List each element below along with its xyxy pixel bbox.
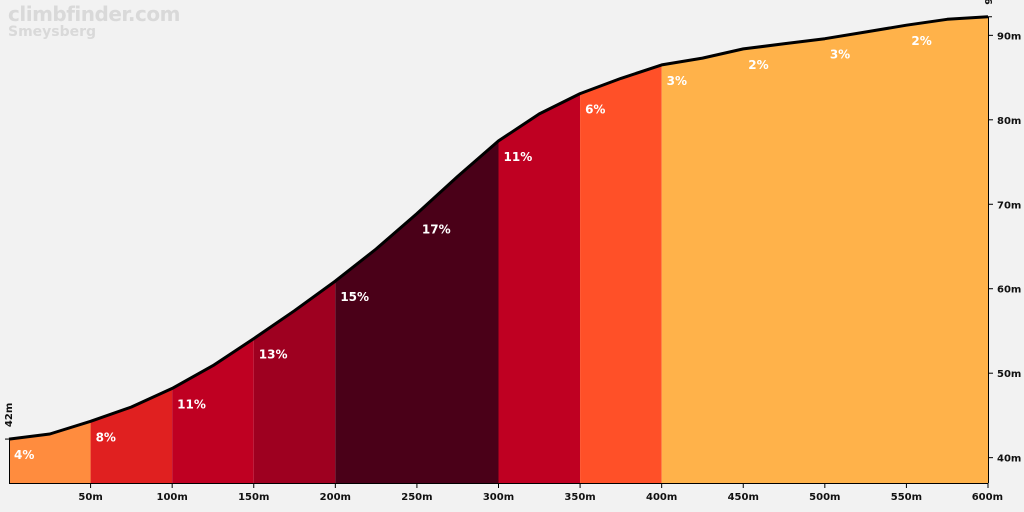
x-tick-5: 300m — [483, 483, 514, 503]
grade-label-3: 13% — [259, 348, 288, 362]
profile-line — [8, 15, 989, 441]
y-tick-label: 50m — [997, 369, 1021, 380]
y-tick-label: 40m — [997, 454, 1021, 465]
gradient-segment-6 — [580, 16, 662, 483]
grade-label-10: 3% — [830, 48, 850, 62]
x-tick-label: 300m — [483, 492, 514, 503]
grade-label-9: 2% — [748, 58, 768, 72]
gradient-segment-5 — [498, 16, 581, 483]
y-tick-4: 80m — [988, 116, 1021, 127]
y-tick-label: 90m — [997, 31, 1021, 42]
grade-label-7: 6% — [585, 103, 605, 117]
y-tick-5: 90m — [988, 31, 1021, 42]
x-tick-7: 400m — [646, 483, 677, 503]
gradient-segment-3 — [253, 16, 336, 483]
y-tick-1: 50m — [988, 369, 1021, 380]
y-tick-label: 80m — [997, 116, 1021, 127]
x-tick-label: 150m — [238, 492, 269, 503]
grade-label-5: 17% — [422, 223, 451, 237]
grade-label-1: 8% — [96, 430, 116, 444]
y-tick-2: 60m — [988, 285, 1021, 296]
gradient-segment-1 — [90, 16, 173, 483]
x-tick-label: 100m — [157, 492, 188, 503]
grade-label-4: 15% — [340, 290, 369, 304]
axes: 50m 100m 150m 200m 250m 300m 350m 400m 450m 500m 5… — [4, 0, 1021, 503]
gradient-segment-7 — [661, 16, 988, 483]
x-tick-label: 450m — [728, 492, 759, 503]
x-tick-label: 350m — [564, 492, 595, 503]
y-tick-3: 70m — [988, 200, 1021, 211]
grade-label-6: 11% — [504, 150, 533, 164]
grade-labels: 4% 8% 11% 13% 15% 17% 11% 6% 3% 2% 3% 2% — [14, 34, 932, 462]
gradient-segment-4 — [335, 16, 499, 483]
grade-label-11: 2% — [911, 34, 931, 48]
x-tick-9: 500m — [809, 483, 840, 503]
x-tick-11: 600m — [972, 483, 1003, 503]
gradient-segments — [9, 16, 988, 483]
x-tick-6: 350m — [564, 483, 596, 503]
x-tick-4: 250m — [401, 483, 433, 503]
grade-label-2: 11% — [177, 397, 206, 411]
x-tick-0: 50m — [78, 483, 103, 503]
x-tick-label: 250m — [401, 492, 432, 503]
climb-name: Smeysberg — [8, 24, 97, 40]
x-tick-label: 550m — [891, 492, 922, 503]
grade-label-0: 4% — [14, 448, 34, 462]
gradient-segment-0 — [9, 16, 91, 483]
x-tick-label: 400m — [646, 492, 677, 503]
y-tick-label: 70m — [997, 200, 1021, 211]
brand: climbfinder.com Smeysberg — [8, 4, 180, 39]
y-tick-0: 40m — [988, 454, 1021, 465]
site-logo-text[interactable]: climbfinder.com — [8, 2, 180, 26]
end-elevation-label: 92m — [984, 0, 995, 5]
x-tick-8: 450m — [728, 483, 759, 503]
x-tick-2: 150m — [238, 483, 269, 503]
x-tick-label: 600m — [972, 492, 1003, 503]
grade-label-8: 3% — [667, 74, 687, 88]
start-elevation-label: 42m — [4, 403, 15, 427]
x-tick-3: 200m — [320, 483, 351, 503]
x-tick-1: 100m — [157, 483, 188, 503]
x-tick-label: 500m — [809, 492, 840, 503]
x-tick-10: 550m — [891, 483, 922, 503]
gradient-segment-2 — [172, 16, 254, 483]
x-tick-label: 200m — [320, 492, 351, 503]
y-tick-label: 60m — [997, 285, 1021, 296]
x-tick-label: 50m — [78, 492, 102, 503]
